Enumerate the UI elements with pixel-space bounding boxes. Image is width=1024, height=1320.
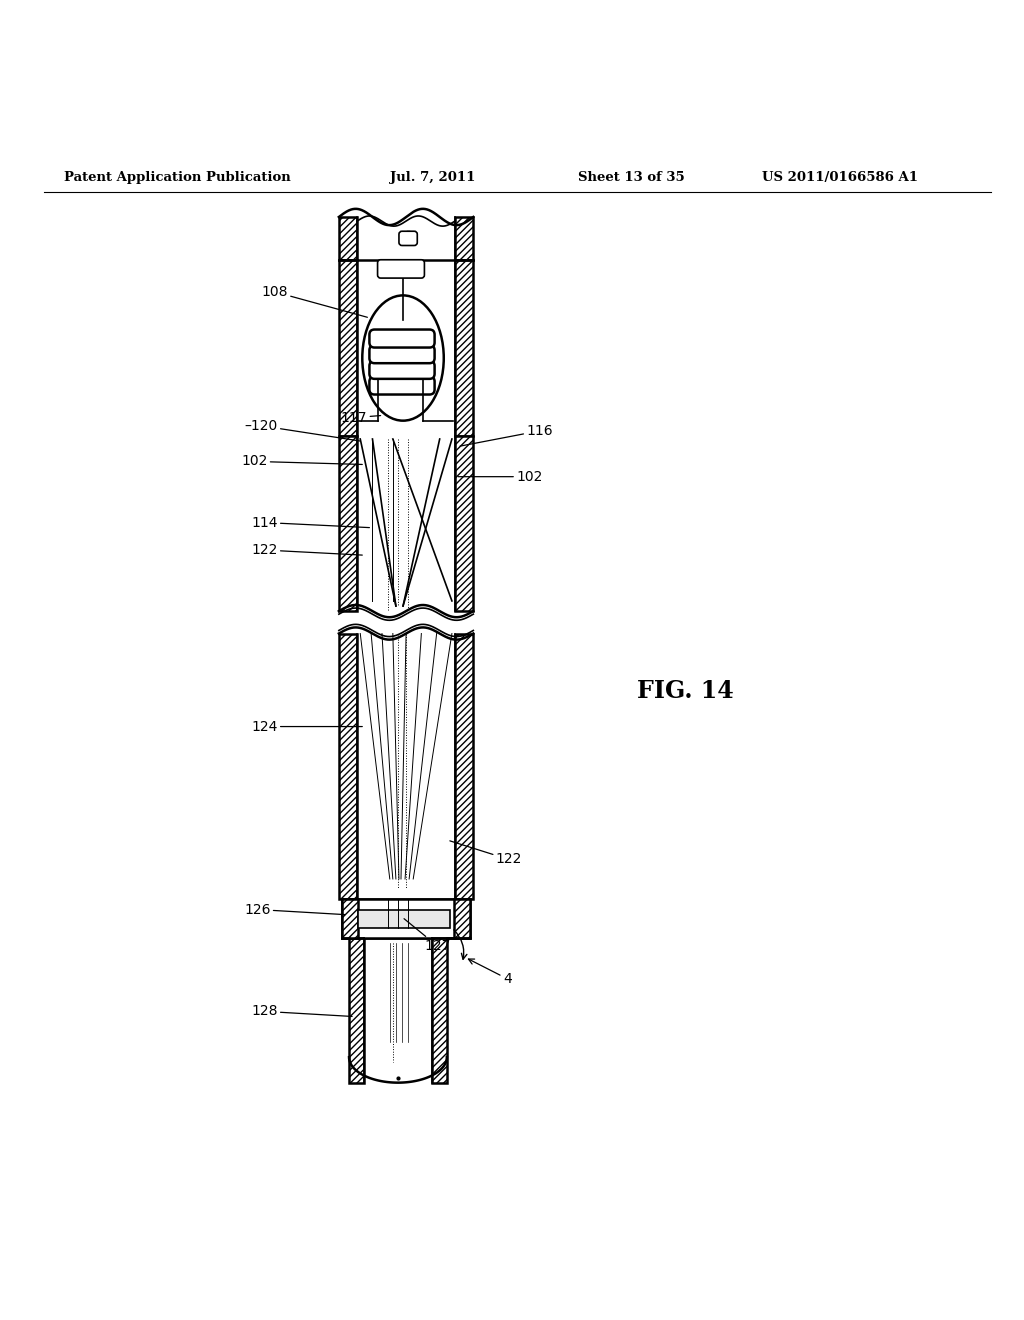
Bar (455, 260, 473, 436)
FancyBboxPatch shape (399, 231, 418, 246)
Bar (339, 216, 357, 260)
Text: –120: –120 (245, 418, 360, 441)
Bar (342, 899, 358, 939)
Bar (342, 899, 455, 939)
Bar (339, 634, 357, 899)
Bar (454, 899, 470, 939)
Bar (455, 216, 473, 260)
Text: 117: 117 (341, 411, 381, 425)
Bar (349, 939, 365, 1082)
Ellipse shape (362, 296, 443, 421)
Bar (455, 436, 473, 611)
Bar (431, 939, 446, 1082)
Text: Patent Application Publication: Patent Application Publication (63, 170, 291, 183)
FancyBboxPatch shape (370, 376, 434, 395)
Bar (342, 899, 470, 939)
Bar (455, 436, 473, 611)
FancyBboxPatch shape (378, 260, 424, 279)
Text: Sheet 13 of 35: Sheet 13 of 35 (579, 170, 685, 183)
Text: 122: 122 (450, 841, 522, 866)
FancyBboxPatch shape (370, 360, 434, 379)
FancyBboxPatch shape (370, 330, 434, 347)
FancyBboxPatch shape (370, 346, 434, 363)
Bar (339, 436, 357, 611)
Bar (431, 939, 446, 1082)
Bar (342, 899, 358, 939)
Text: 108: 108 (261, 285, 368, 317)
Text: Jul. 7, 2011: Jul. 7, 2011 (390, 170, 475, 183)
Text: 116: 116 (460, 424, 553, 446)
Bar (454, 899, 470, 939)
Text: 114: 114 (251, 516, 370, 529)
Text: 4: 4 (468, 960, 512, 986)
Bar (455, 634, 473, 899)
Text: 128: 128 (251, 1005, 352, 1018)
Text: 124: 124 (251, 719, 362, 734)
Bar (455, 216, 473, 260)
Text: 126: 126 (244, 903, 345, 916)
Bar (455, 634, 473, 899)
Text: 102: 102 (458, 470, 543, 483)
Bar (349, 939, 365, 1082)
Bar (339, 216, 357, 260)
Text: FIG. 14: FIG. 14 (637, 678, 733, 702)
Text: 102: 102 (242, 454, 362, 469)
Bar (339, 436, 357, 611)
Bar (455, 260, 473, 436)
Text: US 2011/0166586 A1: US 2011/0166586 A1 (762, 170, 918, 183)
Text: 122: 122 (251, 543, 362, 557)
Text: 127: 127 (404, 919, 451, 953)
Bar (358, 909, 450, 928)
Bar (342, 899, 455, 939)
Bar (339, 634, 357, 899)
Bar (339, 260, 357, 436)
Bar (339, 260, 357, 436)
